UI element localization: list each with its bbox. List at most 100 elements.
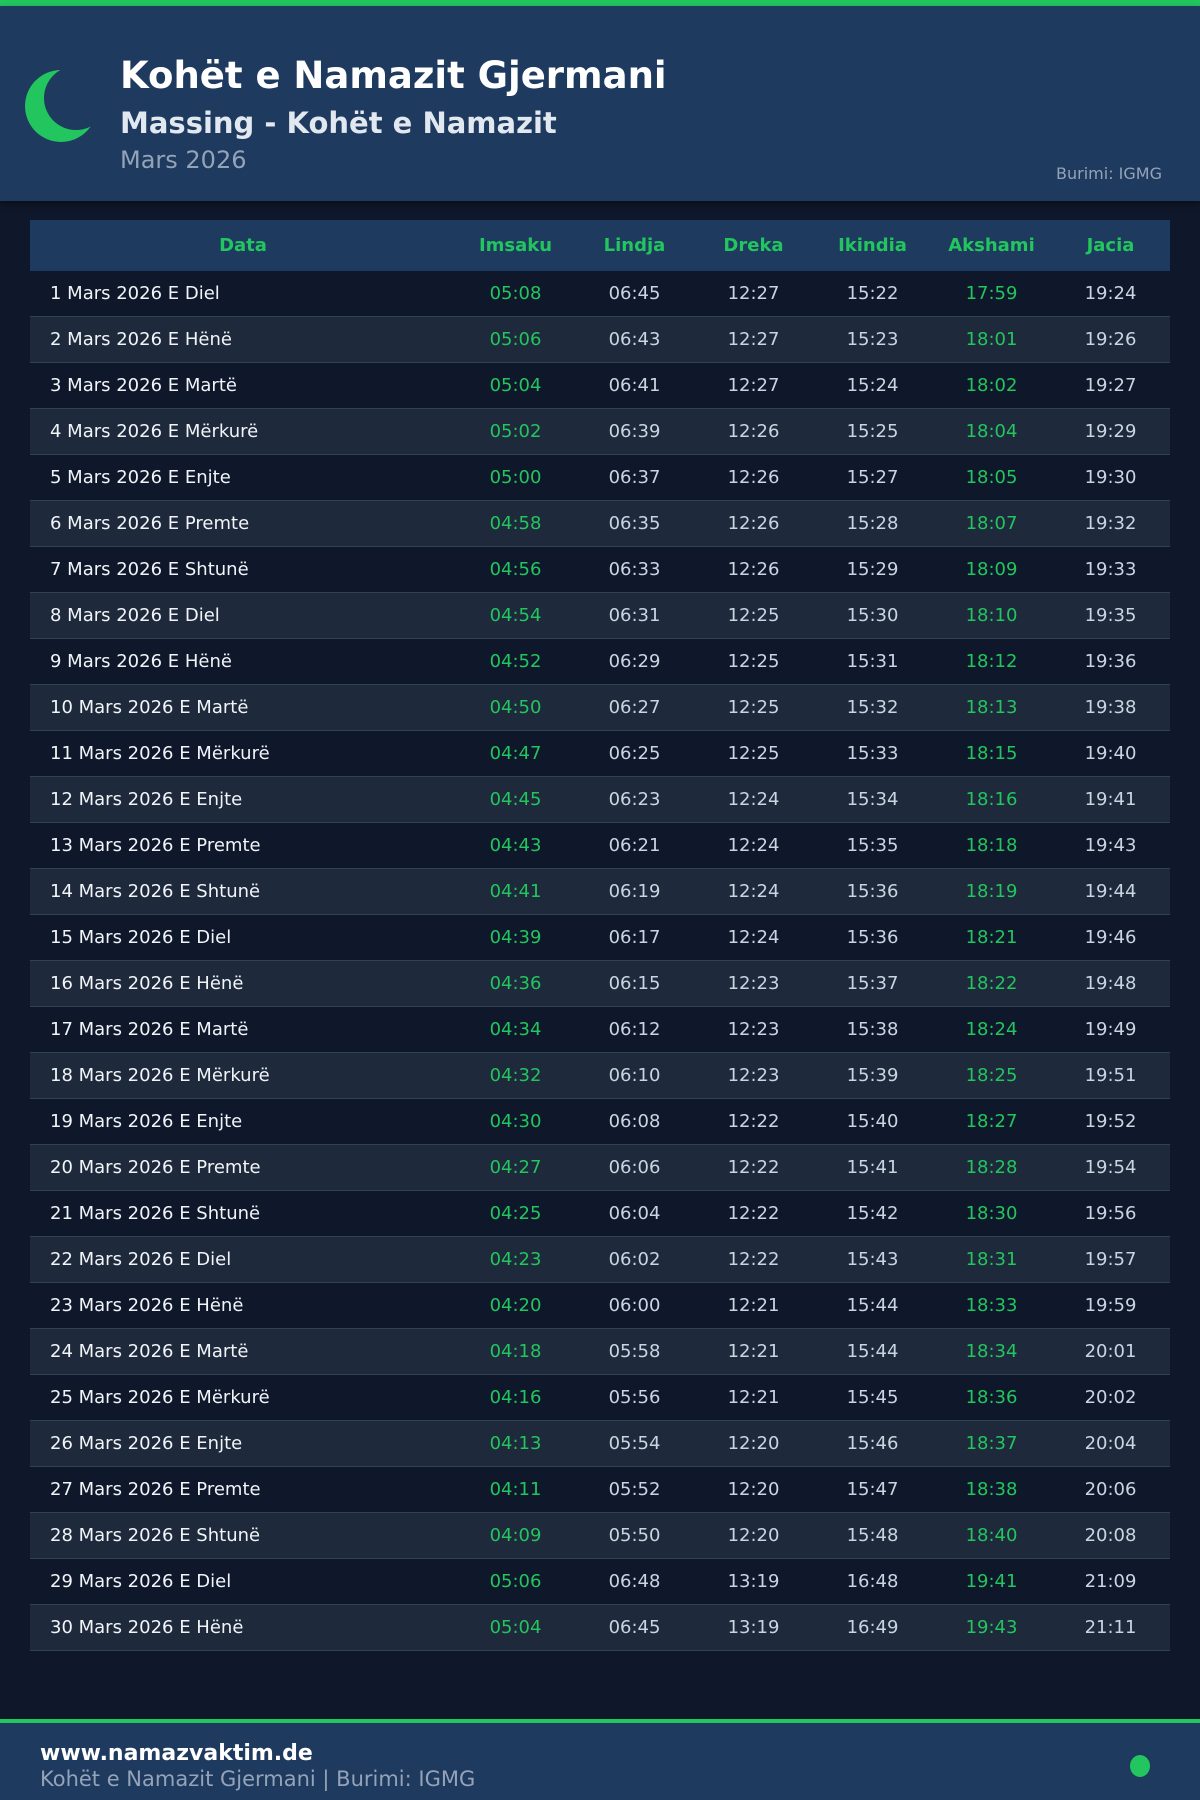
date-cell: 3 Mars 2026 E Martë bbox=[50, 375, 237, 396]
table-header: Data Imsaku Lindja Dreka Ikindia Akshami Jacia bbox=[30, 220, 1170, 271]
time-cell-dreka: 12:26 bbox=[727, 421, 780, 442]
table-row: 19 Mars 2026 E Enjte 04:30 06:08 12:22 15:40… bbox=[30, 1099, 1170, 1145]
table-row: 15 Mars 2026 E Diel 04:39 06:17 12:24 15:36 1… bbox=[30, 915, 1170, 961]
time-cell-lindja: 06:35 bbox=[608, 513, 661, 534]
time-cell-lindja: 06:31 bbox=[608, 605, 661, 626]
time-cell-imsaku: 04:52 bbox=[489, 651, 542, 672]
time-cell-akshami: 18:28 bbox=[965, 1157, 1018, 1178]
time-cell-ikindia: 15:46 bbox=[846, 1433, 899, 1454]
time-cell-ikindia: 15:41 bbox=[846, 1157, 899, 1178]
time-cell-ikindia: 15:37 bbox=[846, 973, 899, 994]
time-cell-akshami: 19:41 bbox=[965, 1571, 1018, 1592]
time-cell-ikindia: 15:47 bbox=[846, 1479, 899, 1500]
table-row: 21 Mars 2026 E Shtunë 04:25 06:04 12:22 15:4… bbox=[30, 1191, 1170, 1237]
time-cell-dreka: 12:25 bbox=[727, 697, 780, 718]
table-row: 9 Mars 2026 E Hënë 04:52 06:29 12:25 15:31 18… bbox=[30, 639, 1170, 685]
date-cell: 13 Mars 2026 E Premte bbox=[50, 835, 261, 856]
time-cell-ikindia: 15:35 bbox=[846, 835, 899, 856]
time-cell-imsaku: 04:25 bbox=[489, 1203, 542, 1224]
time-cell-lindja: 06:48 bbox=[608, 1571, 661, 1592]
column-header-jacia: Jacia bbox=[1086, 235, 1135, 256]
date-cell: 29 Mars 2026 E Diel bbox=[50, 1571, 232, 1592]
time-cell-dreka: 13:19 bbox=[727, 1571, 780, 1592]
time-cell-jacia: 20:01 bbox=[1084, 1341, 1137, 1362]
time-cell-lindja: 05:54 bbox=[608, 1433, 661, 1454]
time-cell-jacia: 19:59 bbox=[1084, 1295, 1137, 1316]
time-cell-ikindia: 15:36 bbox=[846, 881, 899, 902]
time-cell-ikindia: 15:40 bbox=[846, 1111, 899, 1132]
time-cell-lindja: 06:39 bbox=[608, 421, 661, 442]
time-cell-imsaku: 04:39 bbox=[489, 927, 542, 948]
time-cell-imsaku: 04:23 bbox=[489, 1249, 542, 1270]
time-cell-lindja: 06:04 bbox=[608, 1203, 661, 1224]
status-dot-icon bbox=[1130, 1755, 1150, 1777]
time-cell-imsaku: 04:27 bbox=[489, 1157, 542, 1178]
time-cell-akshami: 18:21 bbox=[965, 927, 1018, 948]
time-cell-lindja: 06:10 bbox=[608, 1065, 661, 1086]
time-cell-imsaku: 04:56 bbox=[489, 559, 542, 580]
time-cell-imsaku: 04:58 bbox=[489, 513, 542, 534]
time-cell-dreka: 12:23 bbox=[727, 1019, 780, 1040]
date-cell: 8 Mars 2026 E Diel bbox=[50, 605, 220, 626]
time-cell-akshami: 18:19 bbox=[965, 881, 1018, 902]
column-header-data: Data bbox=[219, 235, 267, 256]
table-row: 5 Mars 2026 E Enjte 05:00 06:37 12:26 15:27 1… bbox=[30, 455, 1170, 501]
time-cell-jacia: 19:33 bbox=[1084, 559, 1137, 580]
page-title: Kohët e Namazit Gjermani bbox=[120, 54, 667, 97]
time-cell-lindja: 06:29 bbox=[608, 651, 661, 672]
table-body: 1 Mars 2026 E Diel 05:08 06:45 12:27 15:22 17… bbox=[30, 271, 1170, 1651]
time-cell-lindja: 06:37 bbox=[608, 467, 661, 488]
page-footer: www.namazvaktim.de Kohët e Namazit Gjerm… bbox=[0, 1723, 1200, 1800]
time-cell-jacia: 19:46 bbox=[1084, 927, 1137, 948]
table-row: 17 Mars 2026 E Martë 04:34 06:12 12:23 15:38… bbox=[30, 1007, 1170, 1053]
time-cell-jacia: 20:02 bbox=[1084, 1387, 1137, 1408]
time-cell-dreka: 12:21 bbox=[727, 1341, 780, 1362]
time-cell-ikindia: 15:44 bbox=[846, 1295, 899, 1316]
time-cell-jacia: 20:04 bbox=[1084, 1433, 1137, 1454]
time-cell-akshami: 18:12 bbox=[965, 651, 1018, 672]
column-header-ikindia: Ikindia bbox=[838, 235, 907, 256]
time-cell-ikindia: 16:49 bbox=[846, 1617, 899, 1638]
time-cell-lindja: 06:12 bbox=[608, 1019, 661, 1040]
time-cell-ikindia: 15:45 bbox=[846, 1387, 899, 1408]
time-cell-lindja: 06:17 bbox=[608, 927, 661, 948]
time-cell-imsaku: 05:06 bbox=[489, 329, 542, 350]
time-cell-akshami: 18:07 bbox=[965, 513, 1018, 534]
time-cell-ikindia: 15:44 bbox=[846, 1341, 899, 1362]
time-cell-ikindia: 15:24 bbox=[846, 375, 899, 396]
time-cell-jacia: 19:38 bbox=[1084, 697, 1137, 718]
time-cell-akshami: 18:34 bbox=[965, 1341, 1018, 1362]
date-cell: 25 Mars 2026 E Mërkurë bbox=[50, 1387, 270, 1408]
date-cell: 5 Mars 2026 E Enjte bbox=[50, 467, 231, 488]
time-cell-dreka: 12:26 bbox=[727, 513, 780, 534]
time-cell-jacia: 21:11 bbox=[1084, 1617, 1137, 1638]
date-cell: 28 Mars 2026 E Shtunë bbox=[50, 1525, 261, 1546]
time-cell-imsaku: 04:45 bbox=[489, 789, 542, 810]
table-row: 13 Mars 2026 E Premte 04:43 06:21 12:24 15:3… bbox=[30, 823, 1170, 869]
time-cell-dreka: 12:27 bbox=[727, 283, 780, 304]
time-cell-jacia: 19:27 bbox=[1084, 375, 1137, 396]
date-cell: 30 Mars 2026 E Hënë bbox=[50, 1617, 244, 1638]
time-cell-jacia: 19:29 bbox=[1084, 421, 1137, 442]
time-cell-lindja: 06:21 bbox=[608, 835, 661, 856]
time-cell-imsaku: 04:36 bbox=[489, 973, 542, 994]
time-cell-lindja: 06:00 bbox=[608, 1295, 661, 1316]
time-cell-dreka: 12:25 bbox=[727, 651, 780, 672]
time-cell-dreka: 12:20 bbox=[727, 1433, 780, 1454]
date-cell: 19 Mars 2026 E Enjte bbox=[50, 1111, 243, 1132]
time-cell-lindja: 06:45 bbox=[608, 283, 661, 304]
time-cell-imsaku: 04:16 bbox=[489, 1387, 542, 1408]
time-cell-lindja: 06:25 bbox=[608, 743, 661, 764]
table-row: 8 Mars 2026 E Diel 04:54 06:31 12:25 15:30 18… bbox=[30, 593, 1170, 639]
time-cell-lindja: 06:45 bbox=[608, 1617, 661, 1638]
date-cell: 16 Mars 2026 E Hënë bbox=[50, 973, 244, 994]
time-cell-dreka: 13:19 bbox=[727, 1617, 780, 1638]
date-cell: 4 Mars 2026 E Mërkurë bbox=[50, 421, 259, 442]
time-cell-dreka: 12:23 bbox=[727, 1065, 780, 1086]
table-row: 3 Mars 2026 E Martë 05:04 06:41 12:27 15:24 1… bbox=[30, 363, 1170, 409]
date-cell: 15 Mars 2026 E Diel bbox=[50, 927, 232, 948]
time-cell-imsaku: 04:20 bbox=[489, 1295, 542, 1316]
time-cell-lindja: 06:02 bbox=[608, 1249, 661, 1270]
table-row: 6 Mars 2026 E Premte 04:58 06:35 12:26 15:28… bbox=[30, 501, 1170, 547]
table-row: 30 Mars 2026 E Hënë 05:04 06:45 13:19 16:49 1… bbox=[30, 1605, 1170, 1651]
